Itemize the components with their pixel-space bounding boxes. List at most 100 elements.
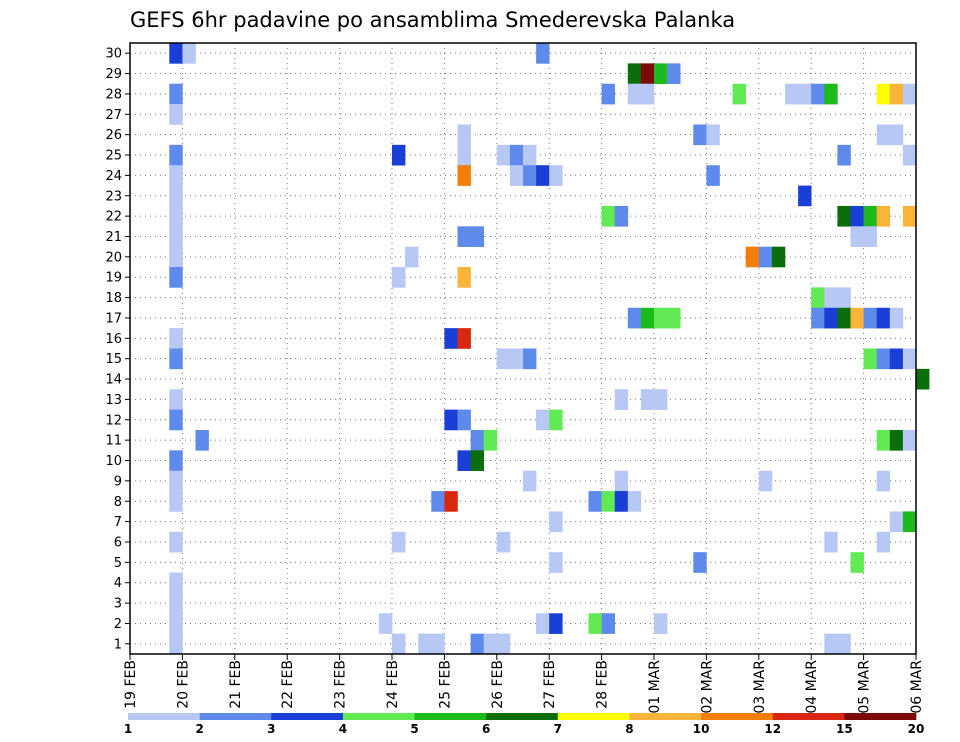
precip-cell (837, 205, 851, 227)
grid-lines (129, 43, 917, 654)
precip-cell (169, 592, 183, 614)
precip-cell (601, 613, 615, 634)
precip-cell (706, 165, 720, 186)
precip-cell (902, 348, 917, 370)
precip-cell (169, 226, 183, 247)
precip-cell (457, 450, 471, 471)
y-tick-label: 3 (114, 597, 122, 612)
precip-cell (824, 307, 838, 329)
precip-cell (850, 307, 864, 329)
x-tick-label: 05 MAR (857, 660, 873, 714)
x-tick-label: 23 FEB (333, 660, 349, 709)
precip-cell (169, 328, 183, 349)
precip-cell (693, 124, 707, 146)
precip-cell (863, 205, 877, 227)
precip-cell (169, 43, 183, 64)
precip-cell (863, 348, 877, 370)
y-tick-label: 10 (105, 454, 122, 469)
precip-cell (169, 450, 183, 471)
precip-cell (771, 246, 786, 268)
x-tick-label: 01 MAR (647, 660, 663, 714)
precip-cell (876, 429, 891, 451)
legend-swatch (199, 713, 272, 720)
precip-cell (470, 429, 484, 451)
chart-title: GEFS 6hr padavine po ansamblima Smederev… (130, 8, 735, 32)
y-tick-label: 19 (105, 271, 122, 286)
legend-swatch (414, 713, 487, 720)
legend-label: 6 (482, 722, 490, 736)
precip-cell (483, 633, 498, 655)
precip-cell (457, 267, 471, 288)
precip-cell (536, 409, 550, 431)
legend-swatch (772, 713, 845, 720)
y-tick-label: 24 (105, 169, 122, 184)
precip-cell (523, 165, 537, 186)
precip-cell (889, 307, 904, 329)
legend-label: 7 (554, 722, 562, 736)
precip-cell (693, 552, 707, 573)
precip-cell (169, 491, 183, 512)
precip-cell (798, 83, 812, 105)
y-tick-label: 30 (105, 47, 122, 62)
x-tick-label: 22 FEB (280, 660, 296, 709)
y-tick-label: 29 (105, 67, 122, 82)
precip-cell (916, 368, 930, 390)
precip-cell (837, 144, 851, 166)
precip-cell (549, 511, 563, 533)
legend-label: 3 (267, 722, 275, 736)
y-tick-label: 18 (105, 291, 122, 306)
x-tick-label: 02 MAR (699, 660, 715, 714)
precip-cell (876, 307, 891, 329)
legend-swatch (486, 713, 559, 720)
y-tick-label: 14 (105, 373, 122, 388)
y-tick-label: 27 (105, 108, 122, 123)
precip-cell (758, 246, 773, 268)
precip-cell (169, 144, 183, 166)
precip-cell (798, 185, 812, 207)
precip-cell (902, 511, 917, 533)
precip-cell (523, 144, 537, 166)
precip-cell (588, 613, 602, 634)
y-tick-label: 17 (105, 311, 122, 326)
precip-cell (418, 633, 432, 655)
precip-cell (850, 205, 864, 227)
precip-cell (889, 429, 904, 451)
precip-cell (169, 633, 183, 655)
precip-cell (811, 307, 825, 329)
precip-cell (640, 389, 655, 410)
precip-cell (431, 491, 445, 512)
y-tick-label: 2 (114, 617, 122, 632)
precip-cell (549, 165, 563, 186)
precip-cell (405, 246, 419, 268)
precip-cell (392, 531, 406, 553)
precip-cell (654, 613, 668, 634)
y-tick-label: 13 (105, 393, 122, 408)
precip-cell (457, 144, 471, 166)
precip-cell (182, 43, 196, 64)
precip-cell (902, 144, 917, 166)
legend-swatch (342, 713, 415, 720)
legend: 1 2 3 4 5 6 7 8 10 12 15 20 (124, 713, 924, 736)
precip-cell (169, 185, 183, 207)
precip-cell (169, 389, 183, 410)
precip-cell (169, 205, 183, 227)
precip-cell (169, 348, 183, 370)
legend-label: 1 (124, 722, 132, 736)
precip-cell (392, 267, 406, 288)
x-tick-label: 19 FEB (123, 660, 139, 709)
y-tick-label: 7 (114, 515, 122, 530)
precip-cell (654, 63, 668, 85)
precip-cell (169, 267, 183, 288)
legend-label: 10 (693, 722, 710, 736)
precip-cell (811, 83, 825, 105)
x-tick-label: 03 MAR (752, 660, 768, 714)
x-tick-label: 25 FEB (437, 660, 453, 709)
precip-cell (496, 144, 511, 166)
y-tick-label: 15 (105, 352, 122, 367)
y-tick-label: 4 (114, 576, 122, 591)
precip-cell (169, 104, 183, 125)
precip-cell (601, 83, 615, 105)
precip-cell (876, 531, 891, 553)
precip-cell (627, 63, 642, 85)
